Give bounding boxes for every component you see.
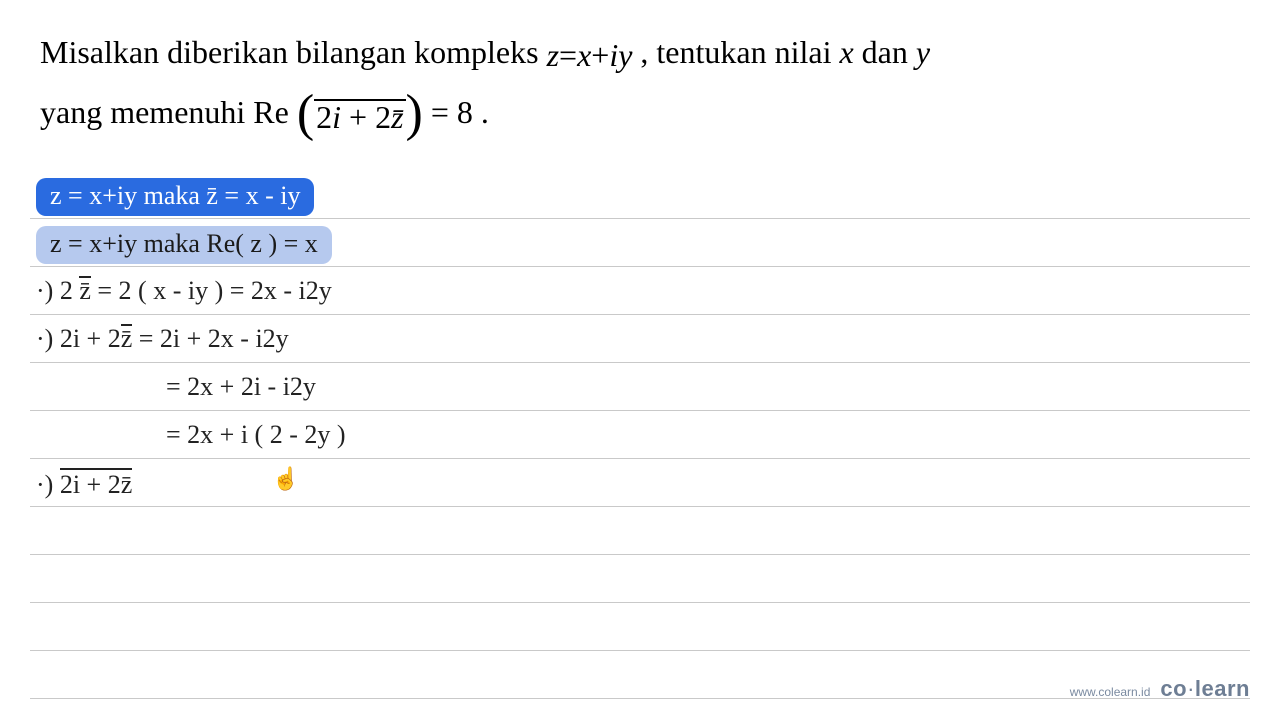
brand-logo: co·learn: [1160, 676, 1250, 702]
work-row-3: ·) 2 z̄ = 2 ( x - iy ) = 2x - i2y: [36, 276, 332, 306]
work-row-1: z = x+iy maka z̄ = x - iy: [36, 178, 314, 216]
problem-text-1: Misalkan diberikan bilangan kompleks: [40, 34, 547, 70]
watermark: www.colearn.id co·learn: [1070, 676, 1250, 702]
work-row-6: = 2x + i ( 2 - 2y ): [166, 420, 346, 450]
equation-z-def: z = x + iy: [547, 27, 633, 85]
highlight-realpart: z = x+iy maka Re( z ) = x: [36, 226, 332, 264]
highlight-conjugate: z = x+iy maka z̄ = x - iy: [36, 178, 314, 216]
notebook-area: z = x+iy maka z̄ = x - iy z = x+iy maka …: [30, 170, 1250, 720]
ruled-line: [30, 554, 1250, 555]
ruled-line: [30, 602, 1250, 603]
cursor-icon: ☝: [272, 466, 299, 492]
var-y: y: [916, 34, 930, 70]
problem-text-2: , tentukan nilai: [640, 34, 839, 70]
work-row-2: z = x+iy maka Re( z ) = x: [36, 226, 332, 264]
equation-re: ( 2i + 2z̄ ): [297, 95, 423, 137]
ruled-line: [30, 266, 1250, 267]
equals-8: = 8 .: [431, 94, 489, 130]
var-x: x: [839, 34, 853, 70]
work-row-7: ·) 2i + 2z̄: [36, 470, 132, 500]
ruled-line: [30, 362, 1250, 363]
ruled-line: [30, 650, 1250, 651]
ruled-line: [30, 458, 1250, 459]
work-row-5: = 2x + 2i - i2y: [166, 372, 316, 402]
ruled-line: [30, 410, 1250, 411]
work-row-4: ·) 2i + 2z̄ = 2i + 2x - i2y: [36, 324, 289, 354]
ruled-line: [30, 314, 1250, 315]
watermark-url: www.colearn.id: [1070, 685, 1151, 699]
ruled-line: [30, 218, 1250, 219]
problem-statement: Misalkan diberikan bilangan kompleks z =…: [0, 0, 1280, 152]
ruled-line: [30, 506, 1250, 507]
ruled-line: [30, 698, 1250, 699]
problem-text-3: yang memenuhi Re: [40, 94, 289, 130]
